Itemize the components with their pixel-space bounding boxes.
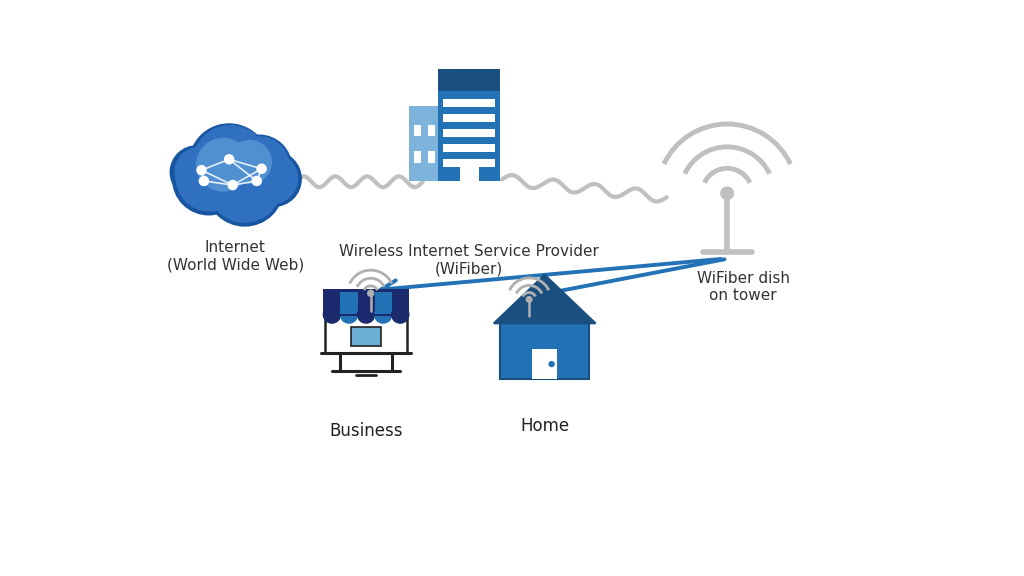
Circle shape <box>200 176 209 185</box>
Bar <box>428 125 435 137</box>
Circle shape <box>252 176 261 185</box>
Circle shape <box>392 306 409 323</box>
Circle shape <box>197 138 250 191</box>
Circle shape <box>194 126 267 200</box>
Bar <box>326 313 407 353</box>
Polygon shape <box>392 289 409 314</box>
Polygon shape <box>340 289 357 314</box>
Circle shape <box>206 150 284 226</box>
Polygon shape <box>324 289 340 314</box>
Circle shape <box>721 187 733 199</box>
Circle shape <box>257 164 266 173</box>
Circle shape <box>189 124 268 203</box>
Bar <box>443 160 496 168</box>
Circle shape <box>226 135 292 200</box>
Bar <box>438 66 501 181</box>
Circle shape <box>324 306 340 323</box>
Circle shape <box>209 150 281 222</box>
Circle shape <box>228 180 238 190</box>
Circle shape <box>228 141 271 184</box>
Circle shape <box>173 143 245 215</box>
Circle shape <box>170 146 223 199</box>
Polygon shape <box>375 289 392 314</box>
Text: Home: Home <box>520 417 569 435</box>
Text: Internet
(World Wide Web): Internet (World Wide Web) <box>167 240 304 272</box>
Bar <box>443 99 496 107</box>
Circle shape <box>549 362 554 366</box>
Circle shape <box>357 306 375 323</box>
Bar <box>532 350 557 379</box>
Bar <box>443 145 496 153</box>
Text: Business: Business <box>330 422 402 439</box>
Circle shape <box>175 147 223 195</box>
Polygon shape <box>357 289 375 314</box>
Circle shape <box>340 306 357 323</box>
Circle shape <box>246 151 301 206</box>
Bar <box>443 115 496 123</box>
Bar <box>443 130 496 138</box>
Bar <box>428 151 435 162</box>
Circle shape <box>368 290 374 296</box>
Bar <box>415 151 421 162</box>
Bar <box>438 66 501 91</box>
Circle shape <box>375 306 392 323</box>
Bar <box>324 289 409 292</box>
Polygon shape <box>494 275 595 323</box>
Bar <box>500 323 589 379</box>
Circle shape <box>176 144 244 211</box>
Circle shape <box>224 155 233 164</box>
Text: WiFiber dish
on tower: WiFiber dish on tower <box>696 271 790 304</box>
Bar <box>324 314 409 316</box>
Circle shape <box>247 153 298 203</box>
Bar <box>410 106 443 181</box>
Bar <box>351 328 381 346</box>
Bar <box>460 165 478 181</box>
Bar <box>415 125 421 137</box>
Text: Wireless Internet Service Provider
(WiFiber): Wireless Internet Service Provider (WiFi… <box>339 244 599 276</box>
Circle shape <box>229 137 289 196</box>
Circle shape <box>197 166 206 175</box>
Circle shape <box>526 297 531 302</box>
